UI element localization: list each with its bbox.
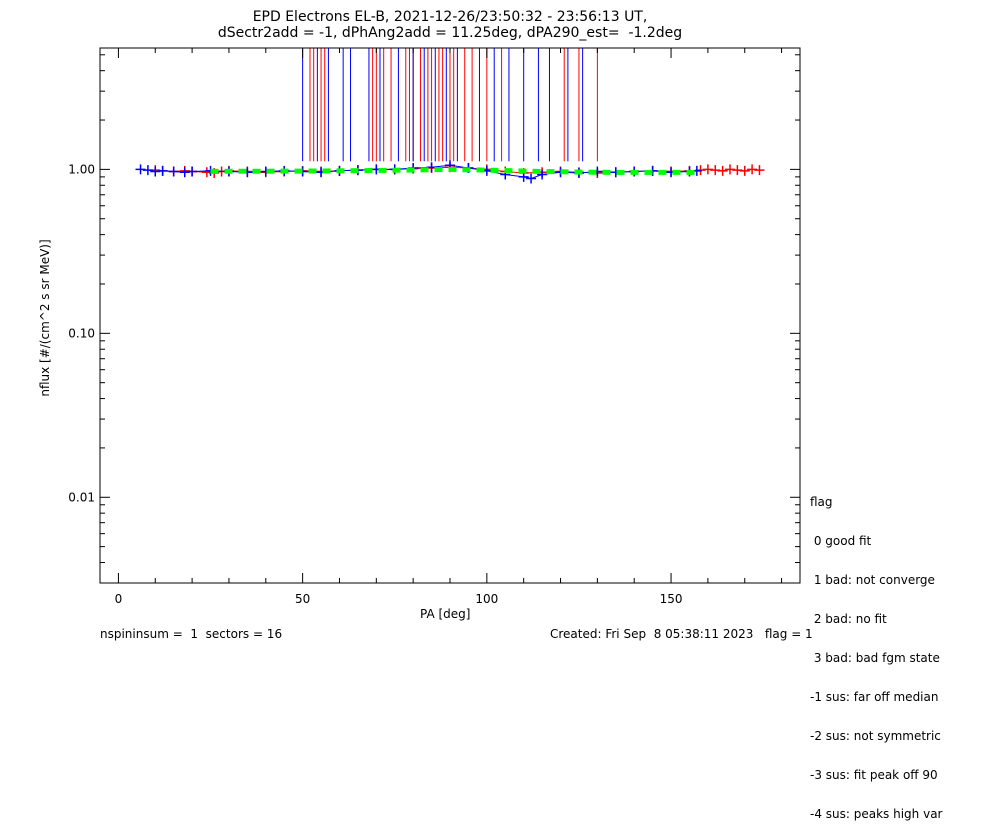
chart-title-line-1: EPD Electrons EL-B, 2021-12-26/23:50:32 …	[252, 9, 648, 25]
legend-item: -4 sus: peaks high var	[810, 807, 943, 821]
chart-plot: 0 50 100 150 0.01 0.10 1.00	[68, 47, 801, 606]
plot-axes: 0 50 100 150 0.01 0.10 1.00	[68, 47, 801, 606]
x-tick-label: 150	[660, 592, 683, 606]
data-point-blue	[157, 165, 168, 176]
vertical-line-group	[302, 48, 598, 162]
y-tick-label: 0.10	[68, 326, 95, 340]
data-point-blue	[168, 166, 179, 177]
y-axis-label: nflux [#/(cm^2 s sr MeV)]	[38, 239, 52, 397]
legend-item: 0 good fit	[810, 534, 872, 548]
fit-curve-green	[210, 166, 701, 175]
footer-right: Created: Fri Sep 8 05:38:11 2023 flag = …	[550, 627, 813, 641]
x-tick-label: 50	[295, 592, 310, 606]
legend-title: flag	[810, 495, 833, 509]
legend-item: -3 sus: fit peak off 90	[810, 768, 938, 782]
legend-item: 2 bad: no fit	[810, 612, 887, 626]
chart-title-line-2: dSectr2add = -1, dPhAng2add = 11.25deg, …	[217, 25, 683, 41]
data-point-red	[739, 165, 750, 176]
data-point-blue	[187, 166, 198, 177]
data-point-red	[754, 165, 765, 176]
data-point-blue	[142, 165, 153, 176]
data-point-blue	[518, 171, 529, 182]
y-tick-label: 0.01	[68, 490, 95, 504]
y-tick-label: 1.00	[68, 162, 95, 176]
x-axis-label: PA [deg]	[420, 607, 471, 621]
legend-item: 3 bad: bad fgm state	[810, 651, 940, 665]
x-tick-label: 0	[115, 592, 123, 606]
data-point-blue	[526, 173, 537, 184]
legend-item: -2 sus: not symmetric	[810, 729, 941, 743]
data-point-red	[717, 165, 728, 176]
legend-item: 1 bad: not converge	[810, 573, 935, 587]
legend-item: -1 sus: far off median	[810, 690, 939, 704]
footer-left: nspininsum = 1 sectors = 16	[100, 627, 283, 641]
data-point-blue	[537, 169, 548, 180]
flag-legend: flag 0 good fit 1 bad: not converge 2 ba…	[810, 470, 942, 834]
x-tick-label: 100	[475, 592, 498, 606]
data-series-group	[135, 160, 765, 184]
